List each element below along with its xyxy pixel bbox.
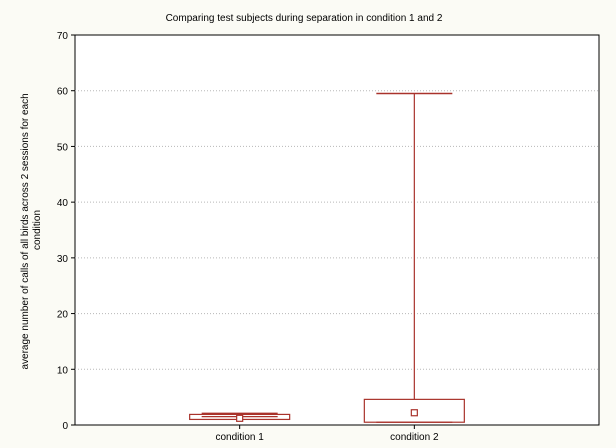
box-series bbox=[189, 92, 465, 423]
x-axis-ticks: condition 1 condition 2 bbox=[215, 425, 439, 443]
y-tick-label: 0 bbox=[62, 421, 68, 432]
chart-title: Comparing test subjects during separatio… bbox=[166, 13, 443, 24]
median-marker bbox=[410, 409, 418, 417]
y-axis-label-line-1: average number of calls of all birds acr… bbox=[20, 93, 31, 369]
plot-area bbox=[74, 34, 600, 426]
median-marker bbox=[236, 414, 244, 422]
box-group bbox=[189, 412, 291, 422]
y-axis-ticks: 0 10 20 30 40 50 60 70 bbox=[57, 31, 75, 432]
y-tick-label: 70 bbox=[57, 31, 69, 42]
y-tick-label: 50 bbox=[57, 142, 69, 153]
y-axis-label-line-2: condition bbox=[32, 210, 43, 250]
x-tick-label: condition 2 bbox=[390, 432, 439, 443]
y-tick-label: 10 bbox=[57, 365, 69, 376]
x-tick-label: condition 1 bbox=[215, 432, 264, 443]
y-tick-label: 30 bbox=[57, 254, 69, 265]
y-tick-label: 20 bbox=[57, 310, 69, 321]
y-tick-label: 40 bbox=[57, 198, 69, 209]
y-tick-label: 60 bbox=[57, 87, 69, 98]
box-group bbox=[363, 92, 465, 423]
grid-lines bbox=[75, 90, 599, 370]
y-axis-label: average number of calls of all birds acr… bbox=[20, 90, 43, 369]
